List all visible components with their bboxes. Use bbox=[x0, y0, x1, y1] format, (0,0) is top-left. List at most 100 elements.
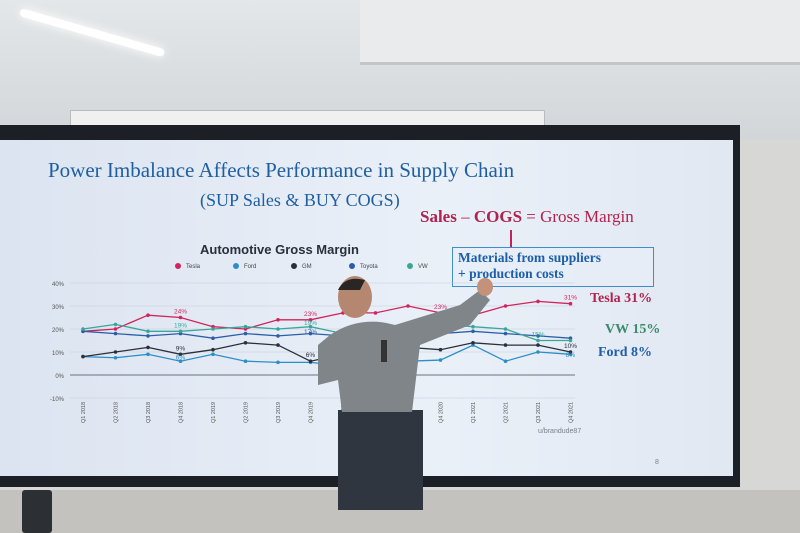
x-tick-label: Q1 2021 bbox=[471, 402, 477, 423]
data-point-vw bbox=[211, 327, 215, 331]
series-line-tesla bbox=[82, 300, 571, 332]
data-point-gm bbox=[178, 352, 183, 357]
legend-label: VW bbox=[418, 264, 428, 270]
y-tick-label: 40% bbox=[52, 282, 65, 288]
data-point-gm bbox=[568, 350, 573, 354]
data-point-vw bbox=[536, 338, 540, 343]
data-point-vw bbox=[113, 322, 118, 327]
data-point-vw bbox=[471, 324, 475, 329]
x-tick-label: Q2 2021 bbox=[504, 402, 510, 423]
legend-label: Toyota bbox=[360, 264, 378, 270]
data-point-toyota bbox=[146, 334, 150, 338]
x-tick-label: Q1 2018 bbox=[81, 402, 87, 423]
data-point-tesla bbox=[536, 299, 540, 304]
legend-label: Ford bbox=[244, 264, 256, 270]
data-point-tesla bbox=[406, 304, 410, 308]
ceiling-panel bbox=[360, 0, 800, 65]
data-point-gm bbox=[438, 347, 443, 352]
data-label: 23% bbox=[304, 311, 317, 318]
data-point-ford bbox=[243, 359, 248, 364]
data-point-vw bbox=[503, 327, 508, 331]
series-line-vw bbox=[82, 323, 571, 342]
data-point-toyota bbox=[276, 334, 280, 338]
data-point-gm bbox=[503, 343, 508, 347]
legend-marker bbox=[233, 263, 239, 269]
y-tick-label: 30% bbox=[52, 305, 65, 311]
data-label: 31% bbox=[564, 295, 577, 302]
page-number: 8 bbox=[655, 459, 659, 466]
y-tick-label: 10% bbox=[52, 351, 65, 357]
legend-marker bbox=[291, 263, 297, 269]
arrow-icon bbox=[510, 230, 512, 247]
data-point-ford bbox=[178, 359, 183, 364]
x-tick-label: Q4 2018 bbox=[179, 402, 185, 423]
legend-label: Tesla bbox=[186, 264, 201, 270]
presenter-trousers bbox=[338, 410, 423, 510]
x-tick-label: Q3 2021 bbox=[536, 402, 542, 423]
callout-box: Materials from suppliers + production cos… bbox=[452, 247, 654, 287]
data-point-ford bbox=[211, 352, 215, 357]
data-label: 10% bbox=[564, 343, 577, 350]
callout-line-2: + production costs bbox=[458, 266, 564, 281]
data-label: 24% bbox=[174, 309, 187, 316]
x-tick-label: Q3 2019 bbox=[276, 402, 282, 423]
data-label: 8% bbox=[566, 352, 576, 359]
data-point-ford bbox=[113, 355, 118, 360]
data-point-gm bbox=[308, 359, 313, 364]
data-point-gm bbox=[536, 343, 540, 347]
data-point-toyota bbox=[243, 331, 248, 336]
data-point-tesla bbox=[276, 318, 280, 322]
data-point-gm bbox=[146, 345, 150, 350]
data-point-gm bbox=[81, 354, 85, 359]
y-tick-label: 0% bbox=[55, 374, 64, 380]
legend-label: GM bbox=[302, 264, 312, 270]
data-point-gm bbox=[113, 350, 118, 354]
data-point-gm bbox=[276, 343, 280, 347]
data-point-ford bbox=[438, 358, 443, 362]
formula-cogs: COGS bbox=[473, 207, 523, 226]
slide-subtitle: (SUP Sales & BUY COGS) bbox=[200, 190, 400, 210]
y-tick-label: -10% bbox=[50, 397, 65, 403]
data-point-toyota bbox=[503, 331, 508, 336]
x-tick-label: Q4 2021 bbox=[569, 402, 575, 423]
data-point-tesla bbox=[503, 304, 508, 308]
legend-marker bbox=[175, 263, 181, 269]
x-tick-label: Q4 2020 bbox=[439, 402, 445, 423]
data-point-tesla bbox=[308, 318, 313, 322]
formula-rest: = Gross Margin bbox=[522, 207, 634, 226]
data-point-tesla bbox=[113, 327, 118, 331]
x-tick-label: Q1 2019 bbox=[211, 402, 217, 423]
data-point-ford bbox=[146, 352, 150, 357]
data-point-gm bbox=[211, 347, 215, 352]
legend-marker bbox=[349, 263, 355, 269]
data-label: 23% bbox=[434, 304, 447, 311]
data-point-toyota bbox=[536, 334, 540, 338]
data-label: 15% bbox=[531, 332, 544, 339]
microphone bbox=[381, 340, 387, 362]
presenter-hand bbox=[477, 278, 493, 296]
data-point-tesla bbox=[146, 313, 150, 318]
presenter-shirt bbox=[318, 290, 490, 412]
data-label: 6% bbox=[176, 354, 186, 361]
formula-minus: – bbox=[456, 207, 474, 226]
data-point-ford bbox=[536, 350, 540, 354]
data-label: 17% bbox=[304, 329, 317, 336]
ford-label: Ford 8% bbox=[598, 345, 653, 360]
data-point-tesla bbox=[568, 301, 573, 306]
x-tick-label: Q3 2018 bbox=[146, 402, 152, 423]
data-point-toyota bbox=[113, 331, 118, 336]
y-tick-label: 20% bbox=[52, 328, 65, 334]
data-label: 9% bbox=[176, 345, 186, 352]
data-point-vw bbox=[308, 324, 313, 329]
data-point-vw bbox=[243, 324, 248, 329]
callout-line-1: Materials from suppliers bbox=[458, 250, 601, 265]
tesla-label: Tesla 31% bbox=[590, 291, 653, 306]
vw-label: VW 15% bbox=[605, 322, 661, 337]
series-line-toyota bbox=[82, 330, 571, 339]
formula: Sales – COGS = Gross Margin bbox=[420, 207, 634, 227]
legend-marker bbox=[407, 263, 413, 269]
data-point-tesla bbox=[178, 315, 183, 320]
x-tick-label: Q4 2019 bbox=[309, 402, 315, 423]
data-point-vw bbox=[81, 327, 85, 331]
credit: u/brandude87 bbox=[538, 428, 582, 435]
